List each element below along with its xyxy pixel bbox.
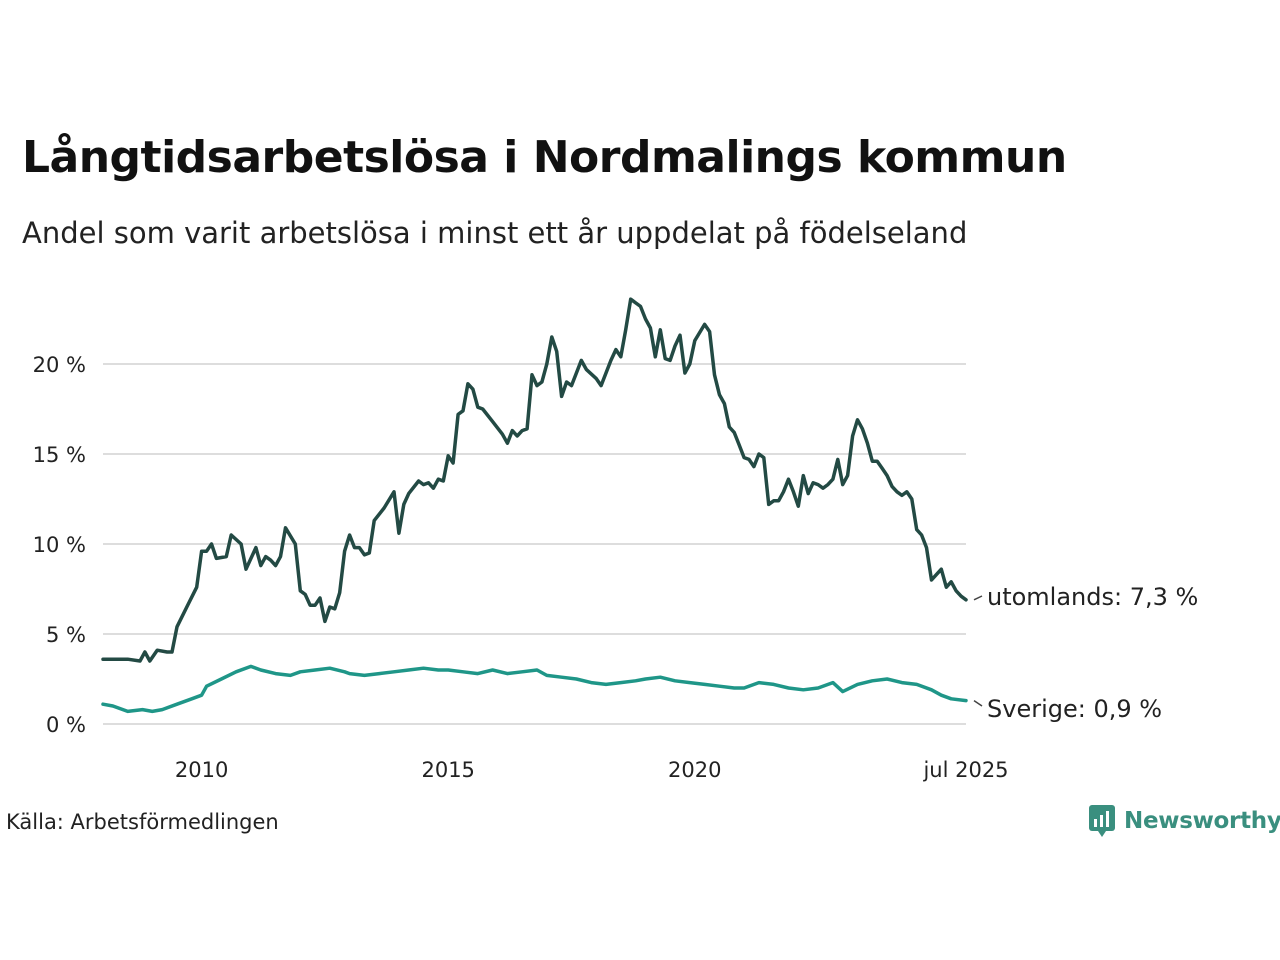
newsworthy-logo: Newsworthy (1088, 804, 1280, 838)
y-axis-tick-labels: 0 % 5 % 10 % 15 % 20 % (33, 353, 86, 737)
x-tick-label: 2010 (175, 758, 228, 782)
series-end-labels: utomlands: 7,3 % Sverige: 0,9 % (973, 583, 1198, 723)
newsworthy-logo-text: Newsworthy (1124, 808, 1280, 834)
series-end-label-utomlands: utomlands: 7,3 % (987, 583, 1198, 611)
end-label-connector-sverige (973, 699, 983, 707)
chart-title: Långtidsarbetslösa i Nordmalings kommun (22, 132, 1067, 183)
y-tick-label: 0 % (46, 713, 86, 737)
grid-lines (103, 363, 966, 725)
y-tick-label: 15 % (33, 443, 86, 467)
source-note: Källa: Arbetsförmedlingen (6, 810, 279, 834)
series-line-sverige (101, 664, 968, 714)
y-tick-label: 5 % (46, 623, 86, 647)
x-axis-tick-labels: 2010 2015 2020 jul 2025 (175, 758, 1009, 782)
x-tick-label: 2015 (421, 758, 474, 782)
chart-subtitle: Andel som varit arbetslösa i minst ett å… (22, 216, 968, 250)
series-line-utomlands (101, 297, 968, 663)
end-label-connector-utomlands (973, 595, 983, 601)
x-tick-label: jul 2025 (922, 758, 1008, 782)
x-tick-label: 2020 (668, 758, 721, 782)
newsworthy-logo-icon (1089, 805, 1115, 837)
series-lines (101, 297, 968, 714)
series-end-label-sverige: Sverige: 0,9 % (987, 695, 1162, 723)
y-tick-label: 10 % (33, 533, 86, 557)
y-tick-label: 20 % (33, 353, 86, 377)
